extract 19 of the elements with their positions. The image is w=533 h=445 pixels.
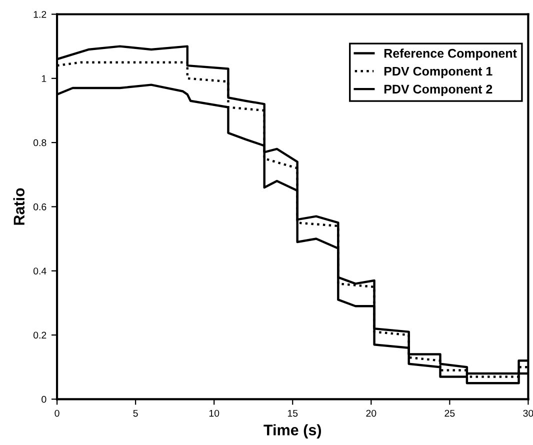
legend-label: Reference Component	[384, 48, 517, 60]
y-tick-label: 0.8	[33, 139, 46, 146]
x-tick-label: 20	[366, 410, 376, 417]
x-axis-title: Time (s)	[264, 424, 322, 438]
y-tick-label: 0.6	[33, 203, 46, 210]
x-tick-label: 10	[209, 410, 220, 417]
x-tick-label: 0	[54, 410, 60, 417]
x-tick-label: 15	[288, 410, 298, 417]
x-tick-label: 5	[133, 410, 138, 417]
y-axis-title: Ratio	[13, 188, 25, 225]
y-tick-label: 1	[42, 75, 46, 82]
y-tick-label: 1.2	[34, 10, 46, 18]
legend-label: PDV Component 1	[384, 66, 492, 78]
y-tick-label: 0.4	[33, 268, 46, 274]
legend-label: PDV Component 2	[384, 84, 492, 96]
x-tick-label: 25	[444, 410, 455, 417]
y-tick-label: 0	[42, 396, 46, 403]
y-tick-label: 0.2	[33, 332, 46, 339]
x-tick-label: 30	[523, 410, 533, 417]
